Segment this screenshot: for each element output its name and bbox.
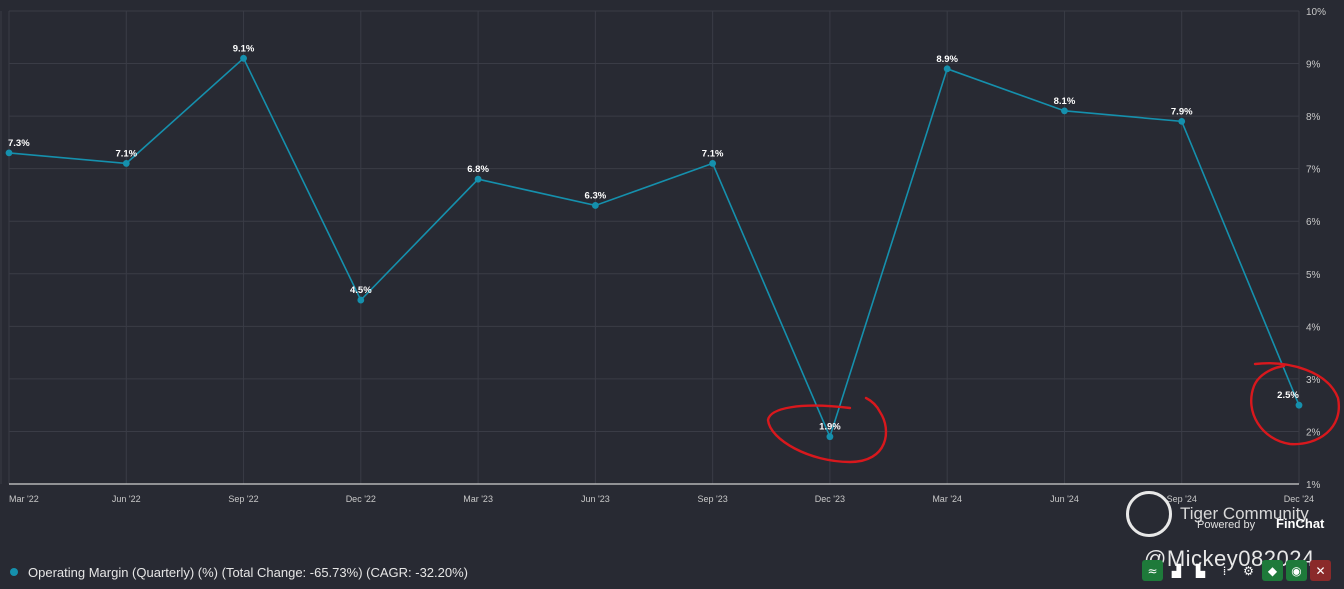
watermark-powered-by: Powered by [1197, 519, 1256, 531]
x-tick-label: Dec '22 [346, 494, 376, 504]
annotation-circle-dec-23 [766, 396, 888, 464]
settings-icon[interactable]: ⚙ [1243, 563, 1254, 578]
column-chart-icon[interactable]: ▙ [1195, 563, 1206, 578]
eye-icon[interactable]: ◉ [1286, 560, 1307, 581]
watermark-title: Tiger Community [1180, 504, 1309, 523]
data-point [1178, 117, 1186, 125]
y-tick-label: 6% [1306, 217, 1321, 228]
chart-axes: 10% 9% 8% 7% 6% 5% 4% 3% 2% 1% Mar '22 Jun '22 Sep '… [0, 7, 1326, 504]
watermark-handle: @Mickey082024 [1144, 546, 1315, 571]
close-icon[interactable]: ✕ [1310, 560, 1331, 581]
y-tick-label: 2% [1306, 427, 1321, 438]
data-label: 2.5% [1277, 390, 1299, 401]
x-tick-label: Jun '22 [112, 494, 141, 504]
series-line [8, 56, 1300, 439]
y-tick-label: 1% [1306, 480, 1321, 491]
data-label: 7.1% [702, 148, 724, 159]
chart-data-labels: 7.3% 7.1% 9.1% 4.5% 6.8% 6.3% 7.1% 1.9% 8.9% 8.1%… [8, 43, 1299, 432]
x-tick-label: Mar '22 [9, 494, 39, 504]
legend-label: Operating Margin (Quarterly) (%) (Total … [28, 564, 468, 580]
data-label: 8.9% [936, 54, 958, 65]
y-tick-label: 4% [1306, 322, 1321, 333]
data-label: 1.9% [819, 422, 841, 433]
watermark-brand: FinChat [1276, 516, 1325, 531]
x-tick-label: Mar '23 [463, 494, 493, 504]
y-tick-label: 10% [1306, 7, 1326, 18]
data-label: 6.3% [585, 190, 607, 201]
data-point [357, 296, 365, 304]
data-point [240, 54, 247, 62]
data-label: 4.5% [350, 285, 372, 296]
tiger-logo-icon [1126, 491, 1172, 537]
data-label: 7.1% [115, 148, 137, 159]
x-tick-label: Sep '22 [228, 494, 258, 504]
more-icon[interactable]: ⁞ [1222, 563, 1227, 578]
x-tick-label: Sep '24 [1167, 494, 1197, 504]
y-tick-label: 8% [1306, 112, 1321, 123]
chart-legend[interactable]: Operating Margin (Quarterly) (%) (Total … [10, 562, 468, 582]
chart-series [5, 54, 1303, 441]
data-point [1061, 107, 1068, 115]
data-label: 7.9% [1171, 106, 1193, 117]
data-point [5, 149, 13, 157]
x-tick-label: Jun '24 [1050, 494, 1079, 504]
tag-icon[interactable]: ◆ [1262, 560, 1283, 581]
data-label: 9.1% [233, 43, 255, 54]
bar-chart-icon[interactable]: ▟ [1171, 563, 1182, 578]
data-label: 7.3% [8, 138, 30, 149]
y-tick-label: 7% [1306, 165, 1321, 176]
x-tick-label: Mar '24 [932, 494, 962, 504]
y-tick-label: 5% [1306, 270, 1321, 281]
annotation-circle-dec-24 [1250, 362, 1341, 446]
data-point [474, 175, 482, 183]
data-point [122, 160, 130, 167]
chart-toolbar: ≈ ▟ ▙ ⁞ ⚙ ◆ ◉ ✕ [1142, 560, 1331, 581]
data-label: 8.1% [1054, 96, 1076, 107]
y-tick-label: 3% [1306, 375, 1321, 386]
line-chart-icon[interactable]: ≈ [1142, 560, 1163, 581]
legend-swatch [10, 568, 18, 576]
x-tick-label: Sep '23 [698, 494, 728, 504]
data-label: 6.8% [467, 164, 489, 175]
x-tick-label: Dec '23 [815, 494, 845, 504]
data-point [709, 160, 717, 167]
chart-annotations [766, 362, 1341, 464]
y-tick-label: 9% [1306, 60, 1321, 71]
chart-grid [8, 10, 1300, 485]
data-point [1295, 401, 1303, 409]
data-point [826, 433, 834, 441]
x-tick-label: Dec '24 [1284, 494, 1314, 504]
data-point [943, 65, 951, 73]
x-tick-label: Jun '23 [581, 494, 610, 504]
data-point [591, 202, 599, 209]
